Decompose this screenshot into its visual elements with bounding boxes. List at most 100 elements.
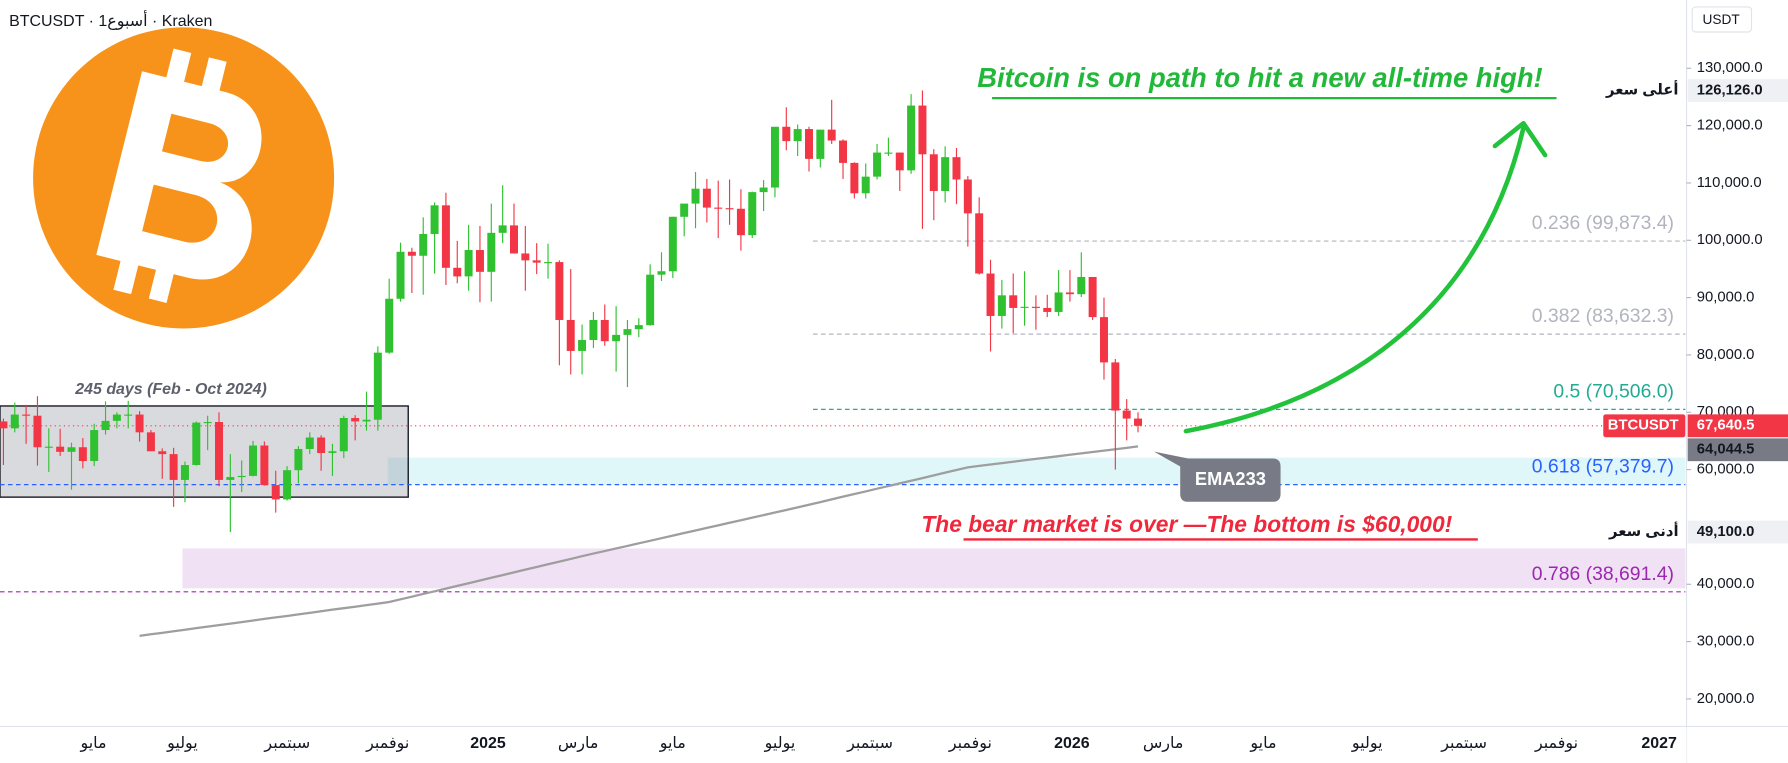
candle-body [135,414,144,433]
candle-body [10,414,19,429]
x-tick-label: سبتمبر [263,735,310,753]
ema-line [139,445,1139,638]
candle-body [169,454,178,480]
x-tick-label: نوفمبر [365,735,409,753]
candle-body [510,225,518,254]
x-tick-label: مارس [1143,735,1184,753]
candle-body [623,329,632,335]
candle-body [146,432,155,452]
candle-body [1122,410,1131,419]
candle-body [566,319,575,351]
y-tick-label: 80,000.0 [1697,347,1755,363]
y-tick-label: 100,000.0 [1697,232,1763,248]
fib-label: 0.5 (70,506.0) [1553,380,1674,402]
price-tag-name-box [1603,79,1686,102]
main-layer: Bitcoin is on path to hit a new all-time… [0,62,1557,638]
candle-body [441,205,450,268]
x-tick-label: نوفمبر [948,735,992,753]
x-tick-label: يوليو [166,735,198,753]
candle-body [975,213,984,274]
candle-body [498,225,507,233]
price-tag-name: أعلى سعر [1605,79,1679,98]
candle-body [963,179,972,214]
candle-body [396,251,405,299]
candle-body [22,414,31,416]
price-tag [1687,438,1788,462]
fib-label: 0.618 (57,379.7) [1532,456,1674,478]
candle-body [67,447,76,452]
candle-body [180,465,189,480]
candle-body [782,126,791,142]
fib-label: 0.236 (99,873.4) [1532,212,1674,234]
y-tick-label: 30,000.0 [1697,634,1755,650]
candle-body [112,414,121,421]
candle-body [952,157,961,180]
fib-label: 0.786 (38,691.4) [1532,563,1674,585]
fib-label: 0.382 (83,632.3) [1532,305,1674,327]
candle-body [464,250,473,277]
x-tick-label: مايو [79,735,106,753]
candle-body [884,152,893,154]
candle-body [124,414,133,416]
y-tick-label: 110,000.0 [1697,175,1762,191]
candle-body [1031,306,1040,308]
candle-body [804,129,813,159]
x-tick-label: 2025 [470,735,506,752]
candle-body [407,251,416,256]
candle-body [873,152,882,177]
y-tick-label: 90,000.0 [1697,290,1755,306]
candle-body [736,208,745,236]
candle-body [600,319,609,342]
price-tag-label: 64,044.5 [1697,442,1755,458]
y-tick-label: 130,000.0 [1697,60,1763,76]
candle-body [929,154,938,191]
candle-body [555,262,564,320]
candle-body [90,430,99,462]
candle-body [691,188,700,204]
y-tick-label: 120,000.0 [1697,118,1763,134]
candle-body [918,105,927,155]
candle-body [430,205,439,234]
x-tick-label: يوليو [764,735,796,753]
candle-body [827,129,836,141]
candle-body [839,140,848,163]
candle-body [158,451,167,455]
candle-body [1043,307,1052,312]
y-tick-label: 60,000.0 [1697,462,1755,478]
candle-body [203,422,212,424]
candle-body [1065,292,1074,295]
candle-body [249,445,258,476]
price-tag-label: 126,126.0 [1697,82,1763,98]
axis-layer: 20,000.030,000.040,000.060,000.070,000.0… [79,60,1788,753]
candle-body [351,418,360,422]
candle-body [385,298,394,353]
ema-callout-box [1153,451,1281,502]
candle-body [271,485,280,500]
x-tick-label: 2027 [1641,735,1677,752]
candle-body [56,446,65,452]
price-axis-bg [1686,0,1788,763]
candle-body [192,422,201,466]
candle-body [680,203,689,217]
candle-body [657,271,666,275]
candle-body [226,477,235,480]
candle-body [373,352,382,420]
price-tag [1687,414,1788,438]
candle-body [237,475,246,478]
axis-unit: USDT [1702,12,1740,27]
candle-body [589,319,598,341]
candle-body [1020,306,1029,308]
range-box-label: 245 days (Feb - Oct 2024) [74,381,267,398]
candle-body [1009,295,1018,308]
annotation: The bear market is over —The bottom is $… [921,511,1452,537]
candle-body [714,207,723,209]
candle-body [362,419,371,422]
price-tag-label: 49,100.0 [1697,524,1755,540]
candle-body [294,448,303,471]
ema-callout-label: EMA233 [1195,468,1266,489]
x-tick-label: مايو [659,735,686,753]
unit-box [1691,6,1753,33]
annotation: Bitcoin is on path to hit a new all-time… [977,62,1542,93]
